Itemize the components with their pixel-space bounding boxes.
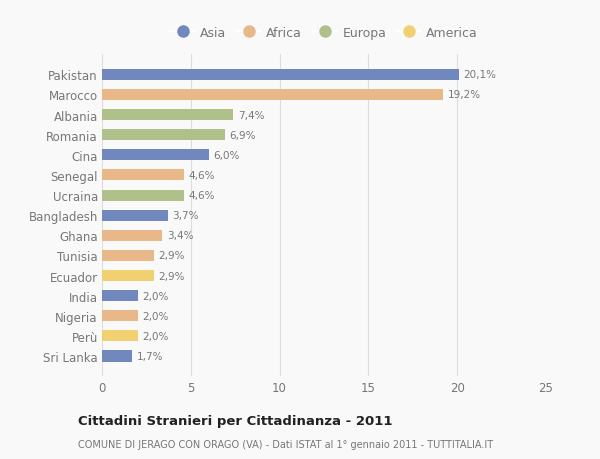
- Bar: [102, 351, 132, 362]
- Bar: [102, 250, 154, 262]
- Text: COMUNE DI JERAGO CON ORAGO (VA) - Dati ISTAT al 1° gennaio 2011 - TUTTITALIA.IT: COMUNE DI JERAGO CON ORAGO (VA) - Dati I…: [78, 440, 493, 449]
- Bar: [102, 130, 224, 141]
- Text: 4,6%: 4,6%: [188, 190, 215, 201]
- Bar: [102, 170, 184, 181]
- Text: 7,4%: 7,4%: [238, 110, 265, 120]
- Text: 2,0%: 2,0%: [142, 331, 169, 341]
- Text: 2,9%: 2,9%: [158, 271, 184, 281]
- Bar: [102, 70, 459, 81]
- Text: 20,1%: 20,1%: [463, 70, 496, 80]
- Text: 6,9%: 6,9%: [229, 130, 256, 140]
- Text: 1,7%: 1,7%: [137, 351, 163, 361]
- Text: Cittadini Stranieri per Cittadinanza - 2011: Cittadini Stranieri per Cittadinanza - 2…: [78, 414, 392, 428]
- Text: 4,6%: 4,6%: [188, 171, 215, 180]
- Text: 2,9%: 2,9%: [158, 251, 184, 261]
- Bar: [102, 291, 137, 302]
- Bar: [102, 210, 168, 221]
- Bar: [102, 330, 137, 341]
- Bar: [102, 270, 154, 281]
- Legend: Asia, Africa, Europa, America: Asia, Africa, Europa, America: [166, 23, 482, 43]
- Text: 2,0%: 2,0%: [142, 311, 169, 321]
- Text: 3,7%: 3,7%: [172, 211, 199, 221]
- Text: 6,0%: 6,0%: [213, 151, 239, 161]
- Text: 19,2%: 19,2%: [448, 90, 481, 100]
- Bar: [102, 230, 163, 241]
- Text: 3,4%: 3,4%: [167, 231, 193, 241]
- Bar: [102, 110, 233, 121]
- Bar: [102, 311, 137, 322]
- Text: 2,0%: 2,0%: [142, 291, 169, 301]
- Bar: [102, 150, 209, 161]
- Bar: [102, 190, 184, 201]
- Bar: [102, 90, 443, 101]
